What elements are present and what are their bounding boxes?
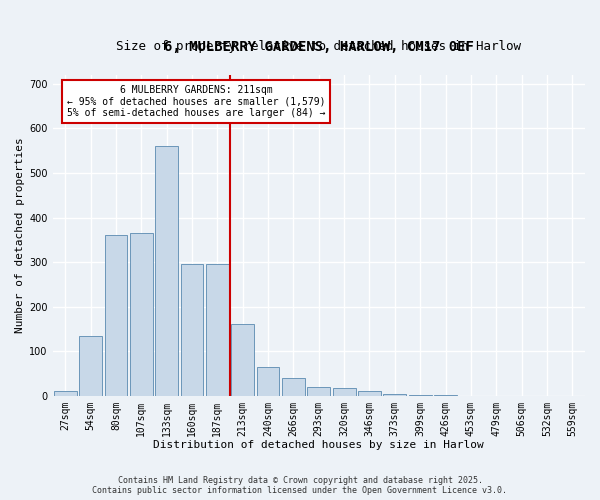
Bar [155,146,178,396]
X-axis label: Distribution of detached houses by size in Harlow: Distribution of detached houses by size … [154,440,484,450]
Bar [79,336,102,396]
Bar [358,392,381,396]
Bar [130,233,152,396]
Text: 6 MULBERRY GARDENS: 211sqm
← 95% of detached houses are smaller (1,579)
5% of se: 6 MULBERRY GARDENS: 211sqm ← 95% of deta… [67,84,326,118]
Bar [181,264,203,396]
Bar [104,236,127,396]
Title: Size of property relative to detached houses in Harlow: Size of property relative to detached ho… [116,40,521,53]
Bar [333,388,356,396]
Bar [54,392,77,396]
Bar [257,367,280,396]
Bar [231,324,254,396]
Bar [282,378,305,396]
Bar [206,264,229,396]
Text: Contains HM Land Registry data © Crown copyright and database right 2025.
Contai: Contains HM Land Registry data © Crown c… [92,476,508,495]
Bar [383,394,406,396]
Y-axis label: Number of detached properties: Number of detached properties [15,138,25,333]
Bar [307,387,330,396]
Text: 6, MULBERRY GARDENS, HARLOW, CM17 0EF: 6, MULBERRY GARDENS, HARLOW, CM17 0EF [164,40,474,54]
